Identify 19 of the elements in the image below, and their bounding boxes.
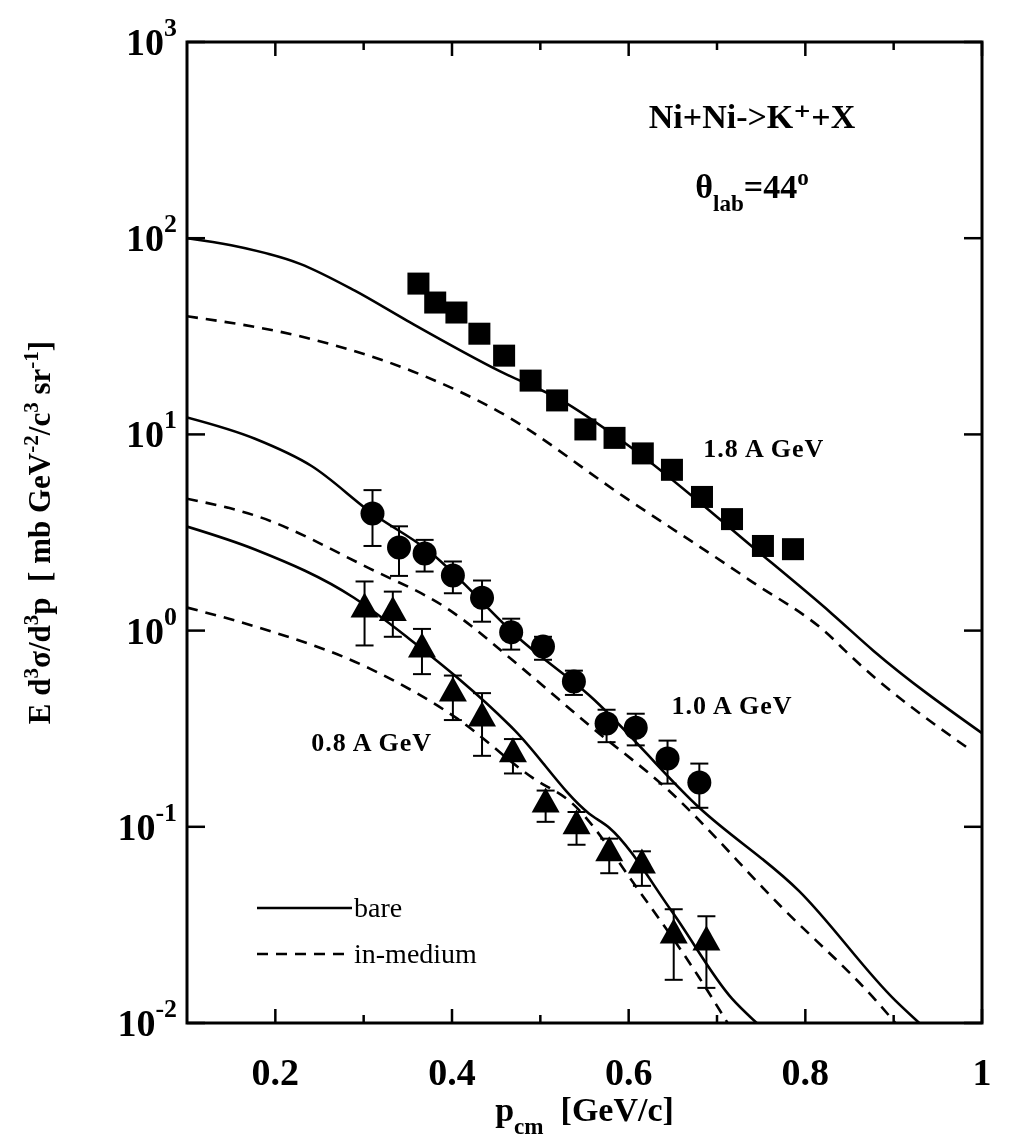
legend-label: in-medium	[354, 938, 478, 969]
y-tick-label: 10$^{1}$	[126, 405, 177, 456]
annotation: 1.0 A GeV	[671, 690, 793, 720]
text: θ$_{lab}$=44$^{o}$	[695, 164, 809, 216]
y-tick-label: 10$^{2}$	[126, 209, 177, 260]
annotation: 1.8 A GeV	[703, 434, 825, 464]
y-tick-label: 10$^{-2}$	[117, 994, 177, 1044]
x-tick-label: 0.4	[428, 1051, 476, 1093]
x-tick-label: 0.8	[781, 1051, 830, 1093]
annotation: 0.8 A GeV	[311, 728, 433, 758]
y-tick-label: 10$^{-1}$	[117, 797, 177, 848]
x-axis-title: p$_{cm}$ [GeV/c]	[495, 1091, 674, 1139]
x-tick-label: 0.2	[251, 1051, 300, 1093]
legend-label: bare	[354, 892, 403, 923]
text: Ni+Ni->K⁺+X	[648, 98, 856, 135]
x-tick-label: 0.6	[604, 1051, 653, 1093]
x-tick-label: 1	[972, 1051, 992, 1093]
y-tick-label: 10$^{0}$	[126, 601, 177, 652]
y-tick-label: 10$^{3}$	[126, 13, 178, 63]
